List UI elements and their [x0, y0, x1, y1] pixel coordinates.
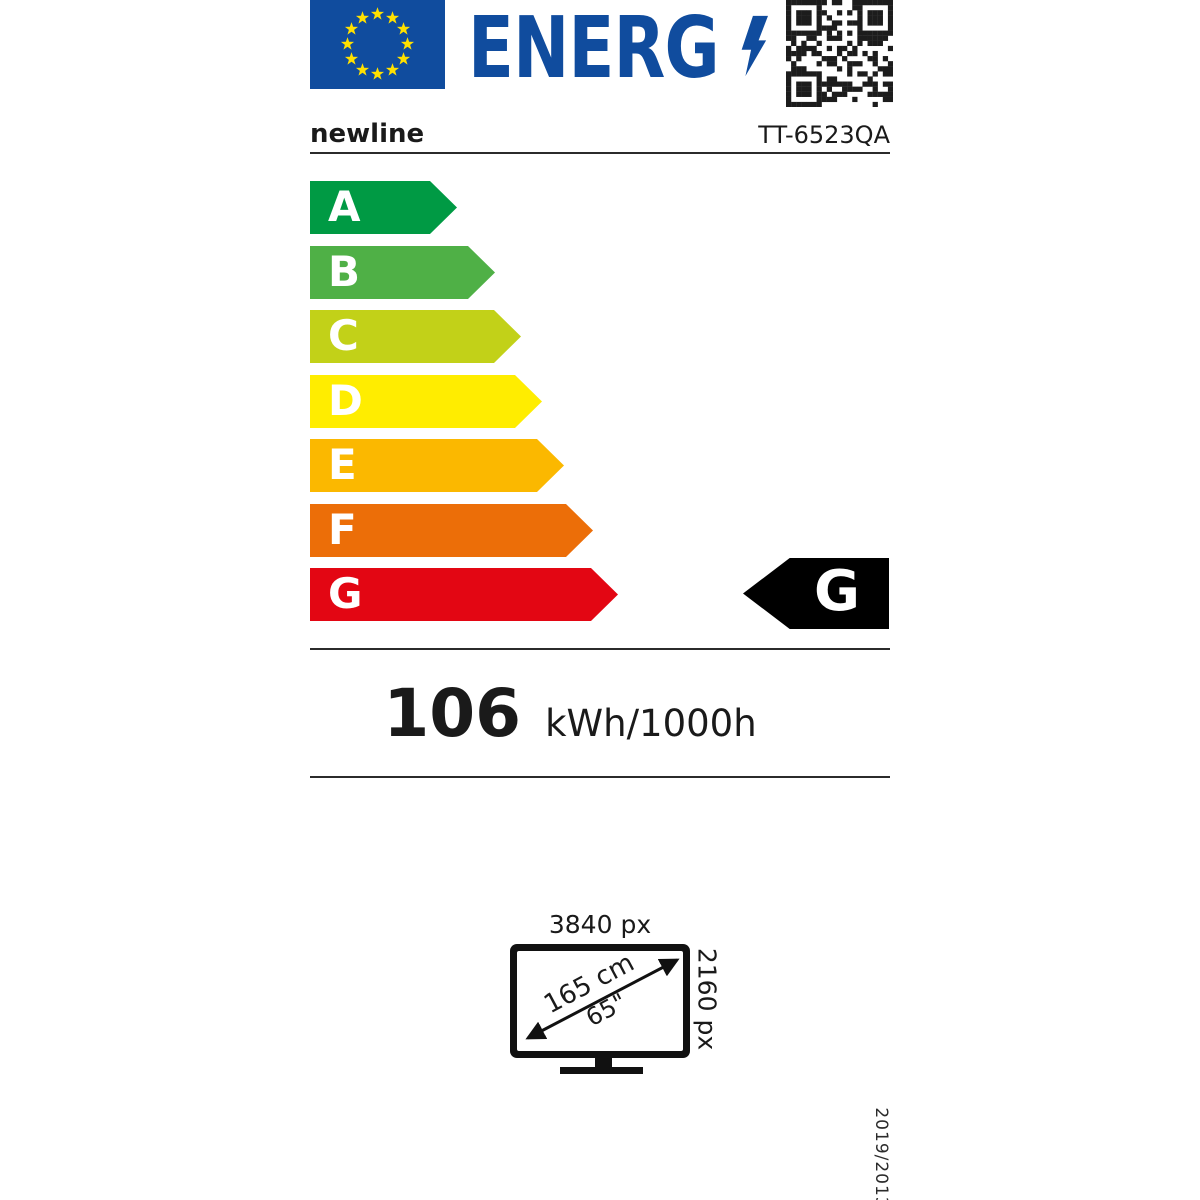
rating-bar-b: B	[310, 246, 495, 299]
divider	[310, 776, 890, 778]
rating-bar-c: C	[310, 310, 521, 363]
rating-bar-g: G	[310, 568, 618, 621]
eu-flag-icon	[310, 0, 445, 89]
horizontal-resolution-label: 3840 px	[549, 910, 651, 939]
current-class-letter: G	[814, 558, 860, 624]
rating-bar-letter: G	[328, 568, 363, 618]
qr-code	[786, 0, 893, 107]
divider	[310, 648, 890, 650]
rating-bar-letter: D	[328, 375, 363, 425]
brand-name: newline	[310, 119, 425, 149]
rating-bar-letter: F	[328, 504, 357, 554]
vertical-resolution-label: 2160 px	[693, 948, 722, 1050]
eu-star	[370, 7, 385, 20]
energy-consumption: 106 kWh/1000h	[310, 681, 830, 747]
divider	[310, 152, 890, 154]
rating-bar-letter: C	[328, 310, 359, 360]
rating-bar-letter: B	[328, 246, 361, 296]
eu-star	[340, 37, 355, 50]
energ-logo-text: ENERG	[468, 0, 720, 98]
lightning-bolt-icon	[741, 15, 768, 77]
diagonal-arrow	[525, 958, 680, 1040]
model-number: TT-6523QA	[758, 121, 890, 149]
rating-bar-f: F	[310, 504, 593, 557]
eu-star	[385, 63, 400, 76]
energy-unit: kWh/1000h	[545, 702, 757, 745]
eu-star	[370, 67, 385, 80]
energy-value: 106	[383, 675, 522, 752]
eu-star	[400, 37, 415, 50]
rating-bar-d: D	[310, 375, 542, 428]
eu-star	[355, 11, 370, 24]
rating-bar-letter: E	[328, 439, 357, 489]
eu-star	[355, 63, 370, 76]
eu-star	[396, 22, 411, 35]
current-class-arrow: G	[743, 558, 889, 629]
rating-bar-e: E	[310, 439, 564, 492]
regulation-reference: 2019/2013	[871, 1107, 891, 1200]
eu-star	[385, 11, 400, 24]
eu-star	[344, 22, 359, 35]
rating-bar-letter: A	[328, 181, 361, 231]
eu-star	[396, 52, 411, 65]
eu-star	[344, 52, 359, 65]
screen-size-diagram: 3840 px 165 cm 65" 2160 px	[510, 910, 722, 1074]
rating-bar-a: A	[310, 181, 457, 234]
